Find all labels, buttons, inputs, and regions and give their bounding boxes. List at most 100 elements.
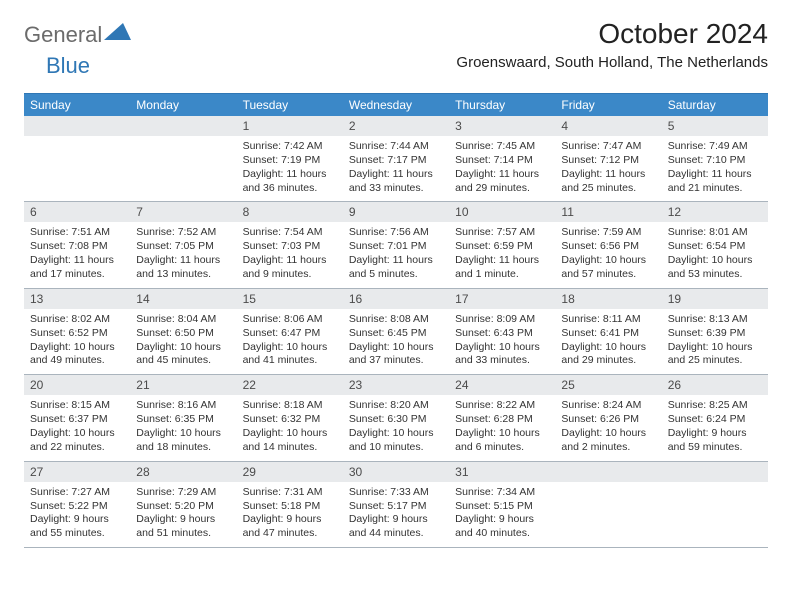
sunset-text: Sunset: 6:41 PM — [561, 327, 655, 341]
day-content — [555, 482, 661, 492]
daylight-text: Daylight: 11 hours and 13 minutes. — [136, 254, 230, 282]
day-number — [662, 462, 768, 482]
day-number: 31 — [449, 462, 555, 482]
sunrise-text: Sunrise: 7:47 AM — [561, 140, 655, 154]
day-content: Sunrise: 7:49 AMSunset: 7:10 PMDaylight:… — [662, 136, 768, 201]
sunrise-text: Sunrise: 7:42 AM — [243, 140, 337, 154]
daylight-text: Daylight: 10 hours and 45 minutes. — [136, 341, 230, 369]
logo-text-blue: Blue — [46, 53, 90, 78]
day-cell: 12Sunrise: 8:01 AMSunset: 6:54 PMDayligh… — [662, 202, 768, 287]
day-cell: 10Sunrise: 7:57 AMSunset: 6:59 PMDayligh… — [449, 202, 555, 287]
sunset-text: Sunset: 7:01 PM — [349, 240, 443, 254]
day-header-wed: Wednesday — [343, 94, 449, 116]
day-header-row: Sunday Monday Tuesday Wednesday Thursday… — [24, 94, 768, 116]
day-cell: 7Sunrise: 7:52 AMSunset: 7:05 PMDaylight… — [130, 202, 236, 287]
sunset-text: Sunset: 6:54 PM — [668, 240, 762, 254]
sunrise-text: Sunrise: 7:49 AM — [668, 140, 762, 154]
sunrise-text: Sunrise: 8:24 AM — [561, 399, 655, 413]
sunset-text: Sunset: 5:18 PM — [243, 500, 337, 514]
daylight-text: Daylight: 10 hours and 14 minutes. — [243, 427, 337, 455]
sunset-text: Sunset: 7:08 PM — [30, 240, 124, 254]
sunrise-text: Sunrise: 8:18 AM — [243, 399, 337, 413]
day-cell: 30Sunrise: 7:33 AMSunset: 5:17 PMDayligh… — [343, 462, 449, 547]
day-number: 15 — [237, 289, 343, 309]
sunset-text: Sunset: 6:24 PM — [668, 413, 762, 427]
sunset-text: Sunset: 5:17 PM — [349, 500, 443, 514]
daylight-text: Daylight: 9 hours and 40 minutes. — [455, 513, 549, 541]
sunrise-text: Sunrise: 7:45 AM — [455, 140, 549, 154]
day-cell — [662, 462, 768, 547]
day-content: Sunrise: 7:33 AMSunset: 5:17 PMDaylight:… — [343, 482, 449, 547]
day-number: 13 — [24, 289, 130, 309]
day-number: 4 — [555, 116, 661, 136]
sunrise-text: Sunrise: 7:54 AM — [243, 226, 337, 240]
sunrise-text: Sunrise: 7:59 AM — [561, 226, 655, 240]
daylight-text: Daylight: 9 hours and 59 minutes. — [668, 427, 762, 455]
daylight-text: Daylight: 11 hours and 9 minutes. — [243, 254, 337, 282]
week-row: 6Sunrise: 7:51 AMSunset: 7:08 PMDaylight… — [24, 202, 768, 288]
week-row: 20Sunrise: 8:15 AMSunset: 6:37 PMDayligh… — [24, 375, 768, 461]
day-cell: 31Sunrise: 7:34 AMSunset: 5:15 PMDayligh… — [449, 462, 555, 547]
logo: General — [24, 22, 131, 48]
day-number: 30 — [343, 462, 449, 482]
daylight-text: Daylight: 10 hours and 10 minutes. — [349, 427, 443, 455]
sunrise-text: Sunrise: 7:57 AM — [455, 226, 549, 240]
day-content: Sunrise: 8:13 AMSunset: 6:39 PMDaylight:… — [662, 309, 768, 374]
day-number: 21 — [130, 375, 236, 395]
sunrise-text: Sunrise: 7:34 AM — [455, 486, 549, 500]
daylight-text: Daylight: 9 hours and 55 minutes. — [30, 513, 124, 541]
day-content: Sunrise: 8:15 AMSunset: 6:37 PMDaylight:… — [24, 395, 130, 460]
daylight-text: Daylight: 10 hours and 57 minutes. — [561, 254, 655, 282]
day-header-mon: Monday — [130, 94, 236, 116]
sunset-text: Sunset: 5:20 PM — [136, 500, 230, 514]
day-content: Sunrise: 7:56 AMSunset: 7:01 PMDaylight:… — [343, 222, 449, 287]
daylight-text: Daylight: 10 hours and 6 minutes. — [455, 427, 549, 455]
day-content: Sunrise: 7:31 AMSunset: 5:18 PMDaylight:… — [237, 482, 343, 547]
sunrise-text: Sunrise: 8:09 AM — [455, 313, 549, 327]
sunset-text: Sunset: 7:17 PM — [349, 154, 443, 168]
day-number: 19 — [662, 289, 768, 309]
daylight-text: Daylight: 10 hours and 53 minutes. — [668, 254, 762, 282]
day-number: 17 — [449, 289, 555, 309]
day-cell: 23Sunrise: 8:20 AMSunset: 6:30 PMDayligh… — [343, 375, 449, 460]
daylight-text: Daylight: 11 hours and 5 minutes. — [349, 254, 443, 282]
day-content: Sunrise: 7:34 AMSunset: 5:15 PMDaylight:… — [449, 482, 555, 547]
day-cell: 25Sunrise: 8:24 AMSunset: 6:26 PMDayligh… — [555, 375, 661, 460]
day-cell: 11Sunrise: 7:59 AMSunset: 6:56 PMDayligh… — [555, 202, 661, 287]
sunrise-text: Sunrise: 8:04 AM — [136, 313, 230, 327]
day-cell: 21Sunrise: 8:16 AMSunset: 6:35 PMDayligh… — [130, 375, 236, 460]
day-content: Sunrise: 8:11 AMSunset: 6:41 PMDaylight:… — [555, 309, 661, 374]
day-number: 14 — [130, 289, 236, 309]
sunrise-text: Sunrise: 7:44 AM — [349, 140, 443, 154]
day-cell: 15Sunrise: 8:06 AMSunset: 6:47 PMDayligh… — [237, 289, 343, 374]
weeks-container: 1Sunrise: 7:42 AMSunset: 7:19 PMDaylight… — [24, 116, 768, 548]
day-number: 11 — [555, 202, 661, 222]
day-number — [130, 116, 236, 136]
logo-triangle-icon — [104, 23, 131, 43]
week-row: 27Sunrise: 7:27 AMSunset: 5:22 PMDayligh… — [24, 462, 768, 548]
day-number: 25 — [555, 375, 661, 395]
daylight-text: Daylight: 9 hours and 51 minutes. — [136, 513, 230, 541]
daylight-text: Daylight: 11 hours and 36 minutes. — [243, 168, 337, 196]
day-content: Sunrise: 7:45 AMSunset: 7:14 PMDaylight:… — [449, 136, 555, 201]
day-header-tue: Tuesday — [237, 94, 343, 116]
daylight-text: Daylight: 9 hours and 47 minutes. — [243, 513, 337, 541]
daylight-text: Daylight: 11 hours and 29 minutes. — [455, 168, 549, 196]
day-cell: 4Sunrise: 7:47 AMSunset: 7:12 PMDaylight… — [555, 116, 661, 201]
week-row: 13Sunrise: 8:02 AMSunset: 6:52 PMDayligh… — [24, 289, 768, 375]
day-header-sun: Sunday — [24, 94, 130, 116]
day-content: Sunrise: 8:06 AMSunset: 6:47 PMDaylight:… — [237, 309, 343, 374]
day-cell: 20Sunrise: 8:15 AMSunset: 6:37 PMDayligh… — [24, 375, 130, 460]
day-number: 9 — [343, 202, 449, 222]
daylight-text: Daylight: 11 hours and 21 minutes. — [668, 168, 762, 196]
daylight-text: Daylight: 11 hours and 17 minutes. — [30, 254, 124, 282]
day-cell — [130, 116, 236, 201]
daylight-text: Daylight: 9 hours and 44 minutes. — [349, 513, 443, 541]
day-number: 26 — [662, 375, 768, 395]
page: General October 2024 Groenswaard, South … — [0, 0, 792, 566]
daylight-text: Daylight: 11 hours and 25 minutes. — [561, 168, 655, 196]
day-cell: 17Sunrise: 8:09 AMSunset: 6:43 PMDayligh… — [449, 289, 555, 374]
day-cell: 24Sunrise: 8:22 AMSunset: 6:28 PMDayligh… — [449, 375, 555, 460]
month-title: October 2024 — [456, 18, 768, 50]
sunrise-text: Sunrise: 8:13 AM — [668, 313, 762, 327]
